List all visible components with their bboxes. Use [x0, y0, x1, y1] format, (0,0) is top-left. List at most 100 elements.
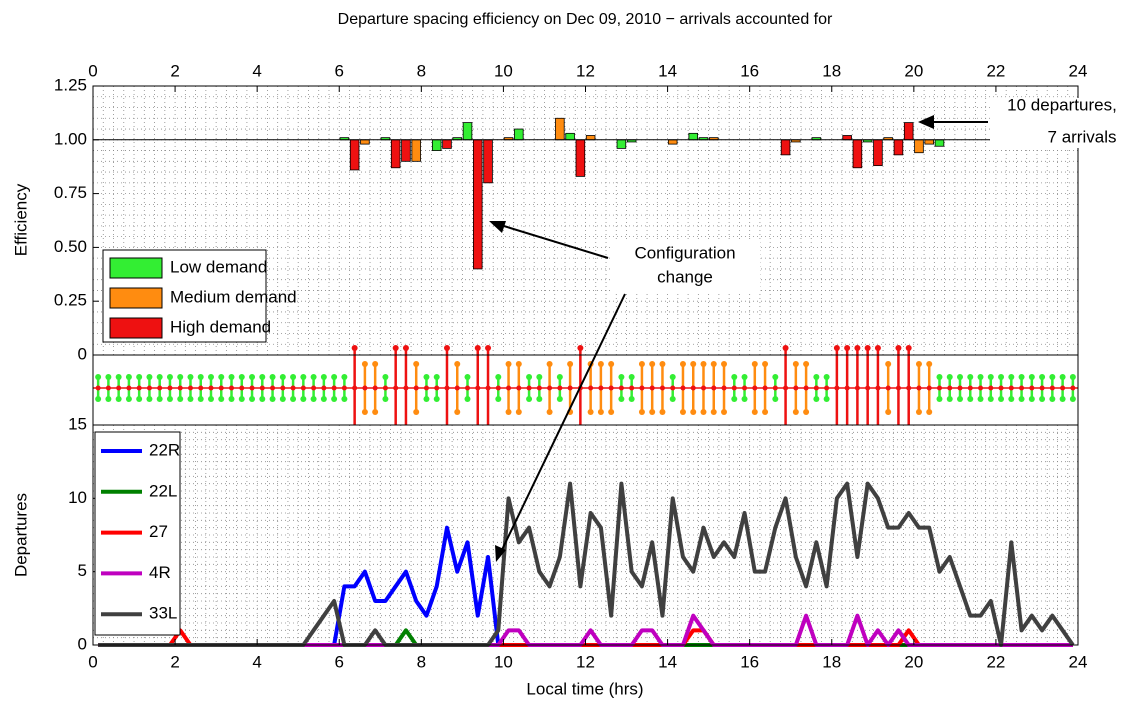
- stem-center: [649, 385, 655, 391]
- demand-stem: [772, 374, 779, 402]
- bar: [431, 139, 442, 151]
- demand-stem: [536, 374, 543, 402]
- x-tick-label: 14: [658, 652, 677, 671]
- stem-end: [854, 345, 861, 351]
- stem-end: [259, 396, 266, 402]
- stem-center: [1029, 385, 1035, 391]
- demand-stem: [608, 361, 615, 415]
- stem-end: [228, 396, 235, 402]
- stem-end: [1039, 374, 1046, 380]
- x-tick-label: 12: [576, 652, 595, 671]
- demand-stem: [505, 361, 512, 415]
- stem-end: [218, 374, 225, 380]
- y-tick-label: 0.50: [54, 237, 87, 256]
- stem-center: [772, 385, 778, 391]
- annotation-box: [610, 240, 760, 292]
- stem-center: [875, 385, 881, 391]
- stem-end: [987, 374, 994, 380]
- stem-end: [95, 374, 102, 380]
- stem-end: [474, 345, 481, 351]
- stem-end: [136, 374, 143, 380]
- demand-stem: [844, 345, 851, 425]
- stem-center: [362, 385, 368, 391]
- demand-stem: [1008, 374, 1015, 402]
- x-tick-label: 0: [88, 652, 97, 671]
- stem-center: [834, 385, 840, 391]
- y-tick-label: 0.75: [54, 183, 87, 202]
- stem-end: [998, 374, 1005, 380]
- x-tick-label: 6: [335, 652, 344, 671]
- stem-end: [813, 374, 820, 380]
- stem-center: [177, 385, 183, 391]
- arrow-head: [489, 221, 506, 233]
- stem-end: [608, 361, 615, 367]
- stem-center: [742, 385, 748, 391]
- demand-stem: [946, 374, 953, 402]
- x-tick-label: 2: [170, 61, 179, 80]
- x-tick-label: 20: [904, 61, 923, 80]
- demand-stem: [1059, 374, 1066, 402]
- stem-end: [413, 361, 420, 367]
- stem-center: [1060, 385, 1066, 391]
- stem-end: [803, 409, 810, 415]
- chart-title: Departure spacing efficiency on Dec 09, …: [338, 11, 833, 28]
- stem-end: [331, 396, 338, 402]
- stem-center: [885, 385, 891, 391]
- stem-end: [485, 345, 492, 351]
- demand-stem: [341, 374, 348, 402]
- stem-center: [167, 385, 173, 391]
- x-tick-label: 24: [1069, 652, 1088, 671]
- demand-stem: [331, 374, 338, 402]
- demand-stem: [649, 361, 656, 415]
- stem-end: [536, 374, 543, 380]
- x-tick-label: 0: [88, 61, 97, 80]
- stem-end: [526, 396, 533, 402]
- stem-end: [392, 345, 399, 351]
- stem-end: [402, 345, 409, 351]
- demand-stem: [300, 374, 307, 402]
- stem-center: [331, 385, 337, 391]
- stem-end: [166, 396, 173, 402]
- stem-end: [249, 374, 256, 380]
- stem-center: [988, 385, 994, 391]
- legend-swatch: [109, 257, 163, 279]
- x-tick-label: 4: [252, 652, 261, 671]
- bar: [667, 139, 678, 145]
- stem-end: [957, 396, 964, 402]
- stem-center: [557, 385, 563, 391]
- stem-center: [721, 385, 727, 391]
- stem-center: [547, 385, 553, 391]
- y-tick-label: 0.25: [54, 291, 87, 310]
- stem-end: [638, 361, 645, 367]
- stem-center: [536, 385, 542, 391]
- stem-end: [207, 374, 214, 380]
- stem-center: [249, 385, 255, 391]
- demand-stem: [320, 374, 327, 402]
- stem-end: [433, 374, 440, 380]
- demand-stem: [372, 361, 379, 415]
- x-tick-label: 18: [822, 61, 841, 80]
- stem-end: [813, 396, 820, 402]
- bar: [585, 135, 596, 141]
- stem-center: [629, 385, 635, 391]
- demand-stem: [628, 374, 635, 402]
- stem-end: [115, 396, 122, 402]
- demand-stem: [485, 345, 492, 425]
- stem-center: [280, 385, 286, 391]
- stem-end: [1049, 374, 1056, 380]
- bar: [873, 139, 883, 167]
- demand-stem: [915, 361, 922, 415]
- stem-center: [382, 385, 388, 391]
- bar: [360, 139, 370, 145]
- demand-stem: [259, 374, 266, 402]
- stem-end: [946, 374, 953, 380]
- stem-end: [207, 396, 214, 402]
- demand-stem: [361, 361, 368, 415]
- stem-center: [126, 385, 132, 391]
- stem-end: [382, 396, 389, 402]
- stem-center: [146, 385, 152, 391]
- stem-center: [783, 385, 789, 391]
- demand-stem: [659, 361, 666, 415]
- stem-end: [669, 396, 676, 402]
- bar: [401, 139, 411, 162]
